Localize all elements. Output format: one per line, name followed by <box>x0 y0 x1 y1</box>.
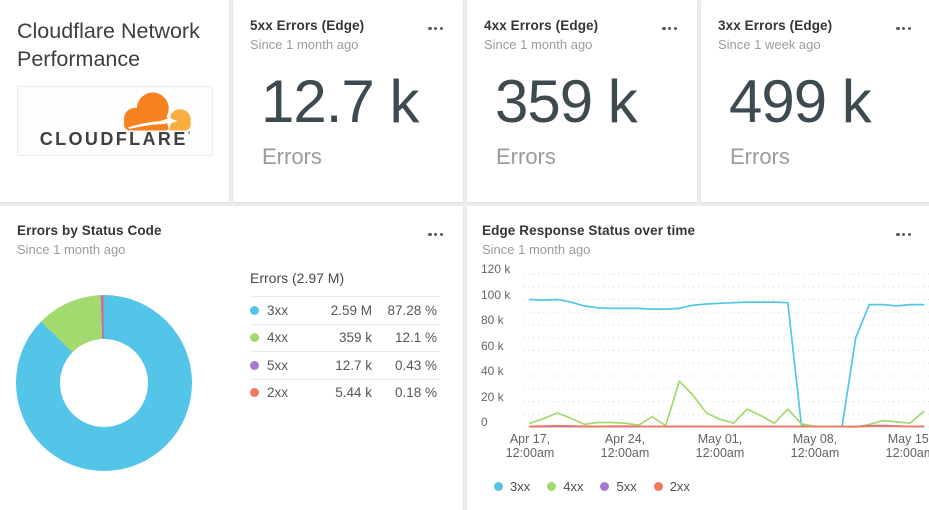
overflow-menu-icon[interactable] <box>425 230 446 239</box>
dashboard-title-card: Cloudflare Network Performance CLOUDFLAR… <box>0 0 229 202</box>
card-subtitle: Since 1 week ago <box>718 37 821 52</box>
legend-label: 2xx <box>267 385 289 401</box>
legend-value: 5.44 k <box>335 385 372 401</box>
cloudflare-wordmark: CLOUDFLARE’ <box>39 129 191 149</box>
pie-legend-header: Errors (2.97 M) <box>250 270 345 286</box>
cloudflare-logo: CLOUDFLARE’ <box>17 86 213 156</box>
legend-label: 2xx <box>669 479 690 494</box>
legend-row-5xx[interactable]: 5xx 12.7 k 0.43 % <box>250 351 440 379</box>
legend-percent: 0.43 % <box>394 357 437 373</box>
legend-label: 3xx <box>267 302 289 318</box>
legend-value: 359 k <box>338 330 372 346</box>
series-dot-3xx <box>250 305 259 315</box>
line-chart[interactable] <box>515 262 929 444</box>
overflow-menu-icon[interactable] <box>425 24 446 33</box>
cloudflare-cloud-icon <box>123 92 191 131</box>
legend-percent: 0.18 % <box>394 385 437 401</box>
series-dot-2xx <box>250 388 259 398</box>
summary-card-5xx: 5xx Errors (Edge) Since 1 month ago 12.7… <box>233 0 463 202</box>
dashboard-title: Cloudflare Network Performance <box>17 19 200 71</box>
legend-percent: 87.28 % <box>387 302 437 318</box>
card-subtitle: Since 1 month ago <box>484 37 593 52</box>
series-dot-5xx <box>250 360 259 370</box>
metric-unit: Errors <box>262 144 322 169</box>
overflow-menu-icon[interactable] <box>893 24 914 33</box>
pie-legend: Errors (2.97 M) 3xx 2.59 M 87.28 % 4xx 3… <box>250 270 440 406</box>
summary-card-4xx: 4xx Errors (Edge) Since 1 month ago 359 … <box>467 0 697 202</box>
metric-value: 12.7 k <box>261 68 419 135</box>
legend-percent: 12.1 % <box>394 330 437 346</box>
metric-unit: Errors <box>496 144 556 169</box>
legend-item-5xx[interactable]: 5xx <box>600 479 637 494</box>
card-title: 4xx Errors (Edge) <box>484 18 599 33</box>
legend-value: 2.59 M <box>330 302 372 318</box>
legend-label: 4xx <box>563 479 584 494</box>
legend-label: 4xx <box>267 330 289 346</box>
legend-item-4xx[interactable]: 4xx <box>547 479 583 494</box>
legend-row-3xx[interactable]: 3xx 2.59 M 87.28 % <box>250 296 440 324</box>
legend-item-3xx[interactable]: 3xx <box>494 479 530 494</box>
legend-row-4xx[interactable]: 4xx 359 k 12.1 % <box>250 323 440 352</box>
legend-row-2xx[interactable]: 2xx 5.44 k 0.18 % <box>250 378 440 407</box>
legend-label: 5xx <box>267 357 289 373</box>
series-dot-2xx <box>653 482 663 491</box>
card-title: 3xx Errors (Edge) <box>718 18 833 33</box>
legend-label: 3xx <box>510 479 531 494</box>
card-title: 5xx Errors (Edge) <box>250 18 365 33</box>
errors-by-status-card: Errors by Status Code Since 1 month ago … <box>0 206 463 510</box>
series-dot-5xx <box>600 482 610 491</box>
legend-label: 5xx <box>616 479 637 494</box>
edge-response-status-card: Edge Response Status over time Since 1 m… <box>467 206 929 510</box>
card-subtitle: Since 1 month ago <box>482 242 591 257</box>
summary-card-3xx: 3xx Errors (Edge) Since 1 week ago 499 k… <box>701 0 929 202</box>
legend-item-2xx[interactable]: 2xx <box>653 479 690 494</box>
line-chart-legend: 3xx 4xx 5xx 2xx <box>494 479 690 494</box>
donut-hole <box>60 339 148 427</box>
donut-chart[interactable] <box>16 295 192 471</box>
card-title: Edge Response Status over time <box>482 223 696 238</box>
metric-unit: Errors <box>730 144 790 169</box>
metric-value: 499 k <box>729 68 872 135</box>
overflow-menu-icon[interactable] <box>893 230 914 239</box>
series-dot-3xx <box>494 482 503 491</box>
card-subtitle: Since 1 month ago <box>17 242 126 257</box>
series-dot-4xx <box>547 482 557 491</box>
card-subtitle: Since 1 month ago <box>250 37 359 52</box>
series-dot-4xx <box>250 333 259 343</box>
metric-value: 359 k <box>495 68 638 135</box>
overflow-menu-icon[interactable] <box>659 24 680 33</box>
card-title: Errors by Status Code <box>17 223 162 238</box>
legend-value: 12.7 k <box>335 357 372 373</box>
